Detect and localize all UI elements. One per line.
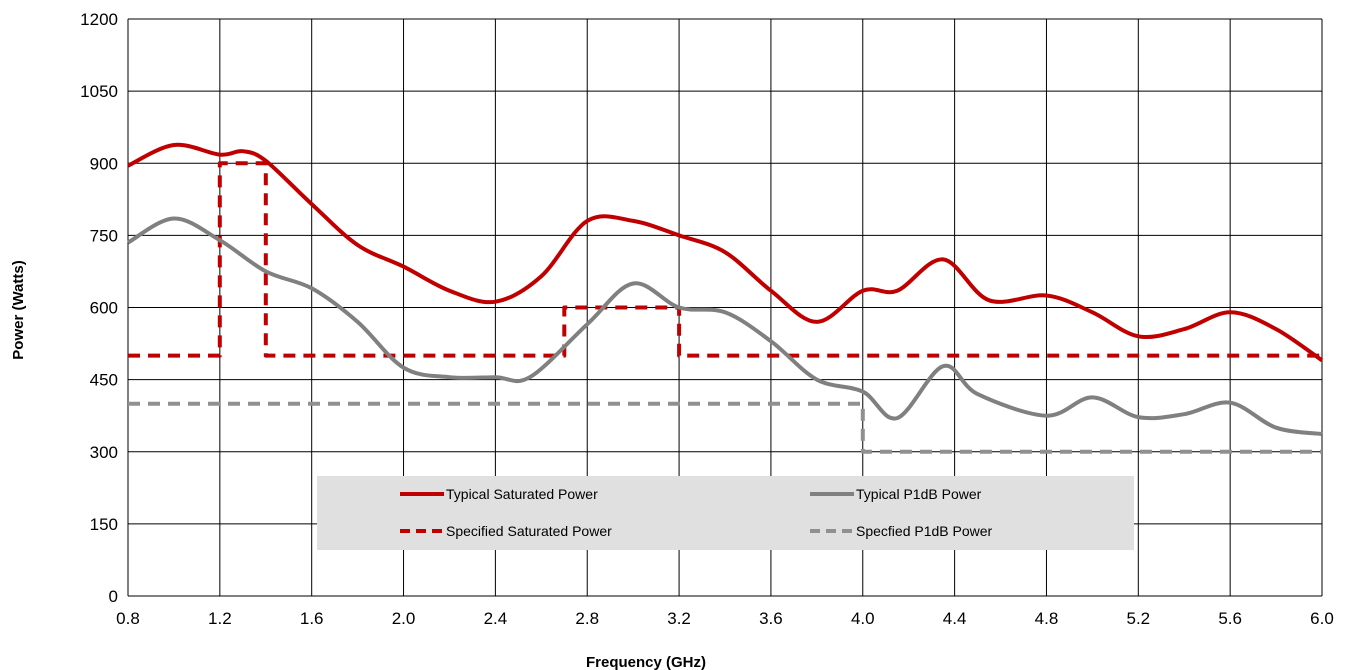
x-tick-label: 2.0 bbox=[392, 609, 416, 628]
x-tick-label: 4.4 bbox=[943, 609, 967, 628]
y-tick-label: 1200 bbox=[80, 10, 118, 29]
y-tick-label: 1050 bbox=[80, 82, 118, 101]
legend: Typical Saturated Power Typical P1dB Powe… bbox=[317, 476, 1134, 550]
tick-labels: 0.8 1.2 1.6 2.0 2.4 2.8 3.2 3.6 4.0 4.4 4.8 5.2 5.6 6… bbox=[80, 10, 1334, 628]
x-tick-label: 5.6 bbox=[1218, 609, 1242, 628]
legend-box bbox=[317, 476, 1134, 550]
x-tick-label: 1.2 bbox=[208, 609, 232, 628]
x-tick-label: 6.0 bbox=[1310, 609, 1334, 628]
x-tick-label: 2.4 bbox=[484, 609, 508, 628]
y-tick-label: 0 bbox=[109, 587, 118, 606]
legend-label-typical-p1db-power: Typical P1dB Power bbox=[856, 486, 982, 502]
series-line-specfied-p1db-power bbox=[128, 401, 1322, 454]
y-tick-label: 600 bbox=[90, 299, 118, 318]
legend-label-specified-saturated-power: Specified Saturated Power bbox=[446, 523, 612, 539]
x-axis-title: Frequency (GHz) bbox=[586, 654, 706, 670]
series-layer bbox=[126, 142, 1324, 454]
y-tick-label: 450 bbox=[90, 371, 118, 390]
x-tick-label: 2.8 bbox=[575, 609, 599, 628]
series-line-typical-p1db-power bbox=[126, 216, 1323, 436]
y-tick-label: 150 bbox=[90, 515, 118, 534]
legend-label-typical-saturated-power: Typical Saturated Power bbox=[446, 486, 598, 502]
x-tick-label: 0.8 bbox=[116, 609, 140, 628]
series-line-typical-saturated-power bbox=[127, 142, 1324, 363]
y-tick-label: 750 bbox=[90, 226, 118, 245]
legend-label-specfied-p1db-power: Specfied P1dB Power bbox=[856, 523, 993, 539]
x-tick-label: 4.8 bbox=[1035, 609, 1059, 628]
y-tick-label: 900 bbox=[90, 154, 118, 173]
y-tick-label: 300 bbox=[90, 443, 118, 462]
x-tick-label: 5.2 bbox=[1126, 609, 1150, 628]
x-tick-label: 3.6 bbox=[759, 609, 783, 628]
x-tick-label: 1.6 bbox=[300, 609, 324, 628]
series-line-specified-saturated-power bbox=[128, 161, 1322, 358]
grid-lines bbox=[127, 18, 1323, 597]
x-tick-label: 3.2 bbox=[667, 609, 691, 628]
y-axis-title: Power (Watts) bbox=[10, 260, 27, 359]
x-tick-label: 4.0 bbox=[851, 609, 875, 628]
